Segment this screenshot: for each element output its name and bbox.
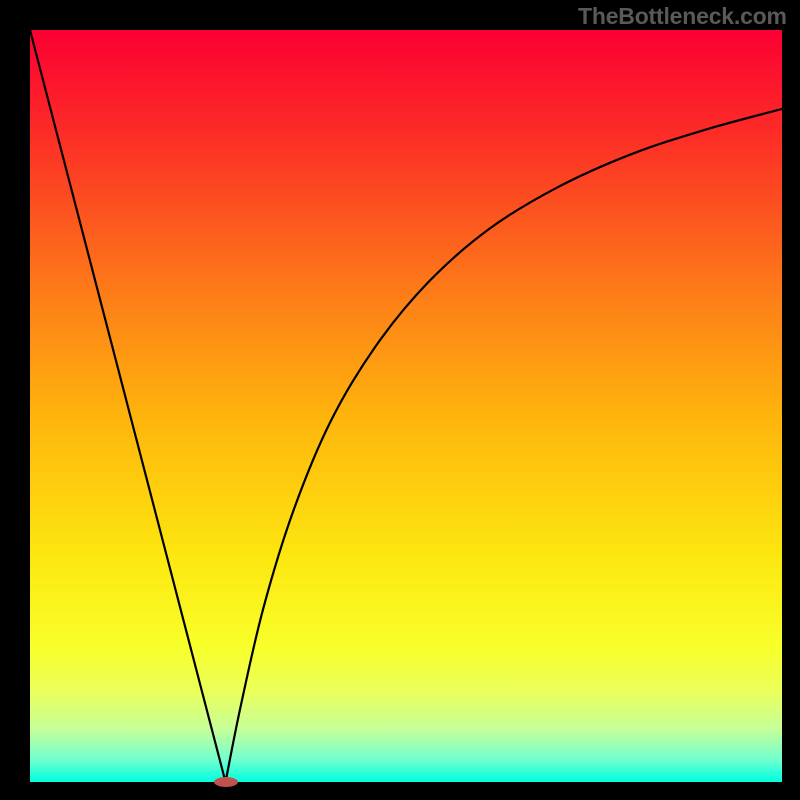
minimum-marker bbox=[214, 777, 238, 787]
bottleneck-curve bbox=[0, 0, 800, 800]
